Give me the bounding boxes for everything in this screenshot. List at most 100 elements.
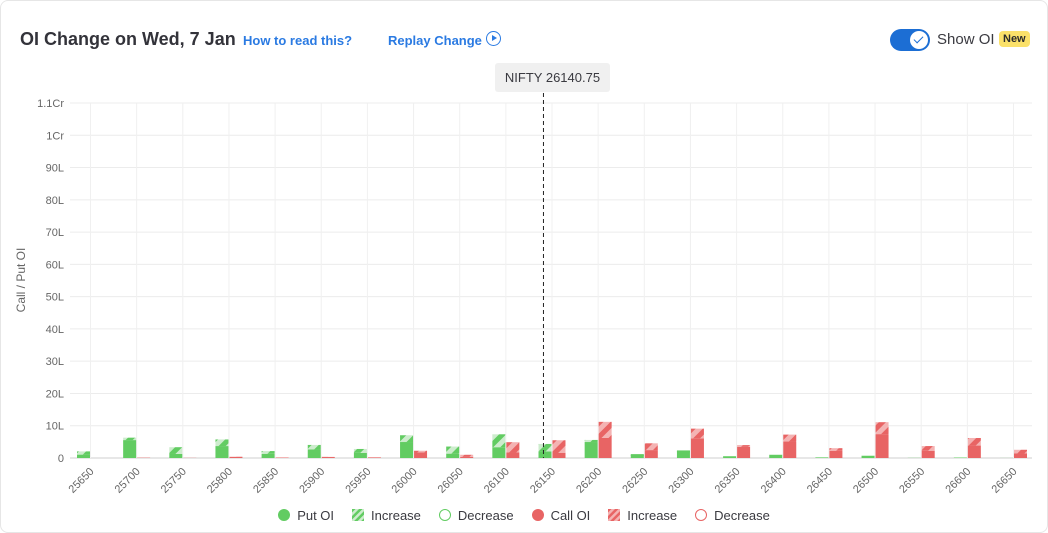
y-tick-label: 40L xyxy=(46,324,64,336)
call-oi-bar[interactable] xyxy=(829,450,843,458)
put-oi-bar[interactable] xyxy=(584,442,598,458)
legend-swatch-put-hatch xyxy=(352,509,365,521)
call-oi-bar[interactable] xyxy=(321,457,335,458)
put-oi-bar[interactable] xyxy=(215,446,229,458)
legend-label: Call OI xyxy=(550,507,591,523)
y-tick-label: 50L xyxy=(46,292,64,304)
x-tick-label: 26200 xyxy=(574,466,604,496)
put-oi-bar[interactable] xyxy=(261,453,275,458)
put-increase-bar[interactable] xyxy=(123,437,137,441)
put-increase-bar[interactable] xyxy=(169,447,183,454)
legend-label: Put OI xyxy=(297,507,335,523)
x-tick-label: 26100 xyxy=(482,466,512,496)
play-circle-icon[interactable] xyxy=(486,31,501,46)
call-oi-bar[interactable] xyxy=(875,434,889,458)
x-tick-label: 25950 xyxy=(343,466,373,496)
x-tick-label: 26650 xyxy=(990,466,1020,496)
call-increase-bar[interactable] xyxy=(829,448,843,451)
call-oi-bar[interactable] xyxy=(967,445,981,458)
legend-item-put-solid[interactable]: Put OI xyxy=(278,508,334,523)
x-tick-label: 26550 xyxy=(897,466,927,496)
y-tick-label: 70L xyxy=(46,227,64,239)
put-increase-bar[interactable] xyxy=(307,444,321,450)
put-oi-bar[interactable] xyxy=(492,447,506,458)
put-oi-bar[interactable] xyxy=(169,453,183,458)
put-increase-bar[interactable] xyxy=(584,439,598,443)
call-increase-bar[interactable] xyxy=(598,421,612,438)
call-increase-bar[interactable] xyxy=(1014,449,1027,454)
call-oi-bar[interactable] xyxy=(690,438,704,458)
legend-item-put-outline[interactable]: Decrease xyxy=(438,508,514,523)
x-tick-label: 26050 xyxy=(436,466,466,496)
replay-change-link[interactable]: Replay Change xyxy=(388,33,482,48)
call-oi-bar[interactable] xyxy=(506,452,520,458)
put-oi-bar[interactable] xyxy=(77,454,90,458)
legend-item-call-solid[interactable]: Call OI xyxy=(531,507,591,523)
put-increase-bar[interactable] xyxy=(215,439,229,447)
call-increase-bar[interactable] xyxy=(644,443,658,451)
call-oi-bar[interactable] xyxy=(598,437,612,458)
put-oi-bar[interactable] xyxy=(307,449,321,458)
put-oi-bar[interactable] xyxy=(630,454,644,458)
x-tick-label: 26600 xyxy=(943,466,973,496)
call-increase-bar[interactable] xyxy=(967,437,981,446)
x-tick-label: 26300 xyxy=(666,466,696,496)
call-oi-bar[interactable] xyxy=(367,457,381,458)
call-oi-bar[interactable] xyxy=(229,456,243,458)
put-oi-bar[interactable] xyxy=(723,456,737,458)
call-increase-bar[interactable] xyxy=(506,442,520,453)
call-increase-bar[interactable] xyxy=(783,434,797,442)
call-oi-bar[interactable] xyxy=(552,452,566,458)
put-oi-bar[interactable] xyxy=(123,440,137,458)
legend-swatch-call-hatch xyxy=(608,509,621,521)
put-increase-bar[interactable] xyxy=(492,434,506,448)
show-oi-toggle[interactable] xyxy=(890,29,930,51)
call-increase-bar[interactable] xyxy=(460,454,474,457)
call-oi-bar[interactable] xyxy=(414,452,428,458)
x-tick-label: 25650 xyxy=(67,466,97,496)
legend-item-put-hatch[interactable]: Increase xyxy=(352,508,421,523)
x-tick-label: 26450 xyxy=(805,466,835,496)
call-oi-bar[interactable] xyxy=(737,446,751,458)
put-increase-bar[interactable] xyxy=(353,448,367,453)
put-increase-bar[interactable] xyxy=(77,451,90,455)
call-oi-bar[interactable] xyxy=(1014,453,1027,458)
put-increase-bar[interactable] xyxy=(261,451,275,454)
put-oi-bar[interactable] xyxy=(353,452,367,458)
y-tick-label: 1Cr xyxy=(46,130,64,142)
call-oi-bar[interactable] xyxy=(921,450,935,458)
put-oi-bar[interactable] xyxy=(446,453,460,458)
put-oi-bar[interactable] xyxy=(538,451,552,458)
put-increase-bar[interactable] xyxy=(446,446,460,454)
how-to-read-link[interactable]: How to read this? xyxy=(243,33,353,48)
put-oi-bar[interactable] xyxy=(400,442,414,458)
chart-legend: Put OI Increase Decrease Call OI Increase Dec… xyxy=(0,505,1048,525)
put-decrease-bar[interactable] xyxy=(630,454,644,457)
y-tick-label: 30L xyxy=(46,356,64,368)
call-oi-bar[interactable] xyxy=(644,450,658,458)
call-increase-bar[interactable] xyxy=(875,422,889,435)
call-increase-bar[interactable] xyxy=(552,440,566,453)
call-increase-bar[interactable] xyxy=(921,446,935,451)
put-oi-bar[interactable] xyxy=(861,455,875,458)
legend-item-call-hatch[interactable]: Increase xyxy=(608,508,677,523)
call-increase-bar[interactable] xyxy=(737,445,751,447)
put-oi-bar[interactable] xyxy=(769,454,783,458)
put-increase-bar[interactable] xyxy=(538,443,552,452)
put-increase-bar[interactable] xyxy=(400,435,414,443)
x-tick-label: 26400 xyxy=(759,466,789,496)
call-oi-bar[interactable] xyxy=(460,456,474,458)
legend-swatch-call-outline xyxy=(695,509,708,521)
call-increase-bar[interactable] xyxy=(414,450,428,453)
put-oi-bar[interactable] xyxy=(676,450,690,458)
legend-item-call-outline[interactable]: Decrease xyxy=(695,508,770,523)
y-tick-label: 60L xyxy=(46,259,64,271)
legend-swatch-put-outline xyxy=(438,509,451,521)
put-decrease-bar[interactable] xyxy=(676,450,690,453)
put-oi-bar[interactable] xyxy=(815,457,829,458)
y-tick-label: 10L xyxy=(46,421,64,433)
x-tick-label: 25900 xyxy=(297,466,327,496)
call-oi-bar[interactable] xyxy=(783,441,797,458)
call-increase-bar[interactable] xyxy=(690,428,704,439)
